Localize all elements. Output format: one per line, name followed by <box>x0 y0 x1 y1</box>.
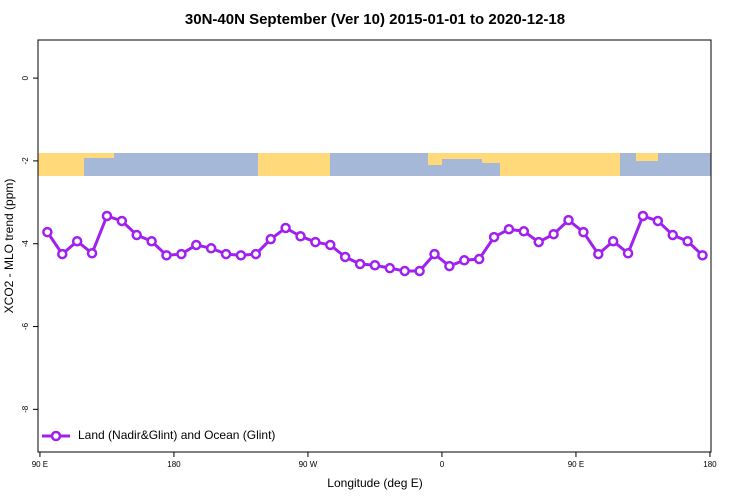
point <box>682 235 693 247</box>
land <box>636 153 658 161</box>
point <box>235 250 247 261</box>
point <box>473 253 485 265</box>
chart-title: 30N-40N September (Ver 10) 2015-01-01 to… <box>185 11 565 28</box>
x-tick-label: 90 W <box>299 460 318 469</box>
point <box>86 247 98 259</box>
point <box>369 260 381 271</box>
point <box>399 265 410 277</box>
point <box>593 248 604 260</box>
point <box>548 228 559 240</box>
point <box>295 231 306 242</box>
point <box>280 222 291 234</box>
point <box>414 265 425 277</box>
point <box>265 233 276 245</box>
land <box>442 153 482 159</box>
point <box>563 214 574 226</box>
point <box>622 247 634 259</box>
x-tick-label: 90 E <box>32 460 48 469</box>
x-axis-label: Longitude (deg E) <box>327 476 422 490</box>
legend-label: Land (Nadir&Glint) and Ocean (Glint) <box>78 428 275 442</box>
point <box>518 226 530 237</box>
point <box>220 248 232 260</box>
point <box>116 215 128 227</box>
land <box>428 153 442 165</box>
point <box>205 243 217 254</box>
point <box>533 236 544 248</box>
y-tick-label: -8 <box>21 405 30 413</box>
y-tick-label: -2 <box>21 157 30 165</box>
land <box>38 153 84 176</box>
point <box>578 226 589 238</box>
land <box>482 153 500 163</box>
point <box>161 250 172 261</box>
point <box>57 248 68 260</box>
land <box>258 153 330 176</box>
point <box>697 250 708 261</box>
point <box>325 239 336 251</box>
point <box>444 260 455 272</box>
point <box>503 223 515 235</box>
point <box>176 248 187 260</box>
x-tick-label: 180 <box>167 460 181 469</box>
x-tick-label: 0 <box>440 460 445 469</box>
point <box>131 229 142 241</box>
point <box>637 210 649 222</box>
y-tick-label: 0 <box>21 75 30 80</box>
point <box>384 262 396 274</box>
y-tick-label: -4 <box>21 240 30 248</box>
point <box>652 215 664 227</box>
point <box>459 255 470 266</box>
point <box>354 258 366 270</box>
point <box>42 226 53 238</box>
point <box>607 235 619 247</box>
x-tick-label: 90 E <box>568 460 584 469</box>
point <box>488 231 500 243</box>
point <box>339 251 351 263</box>
point <box>191 239 202 251</box>
land <box>84 153 114 158</box>
point <box>146 235 157 247</box>
y-tick-label: -6 <box>21 322 30 330</box>
point <box>429 248 440 260</box>
land <box>500 153 620 176</box>
x-tick-label: 180 <box>703 460 717 469</box>
point <box>250 248 262 260</box>
legend-marker <box>50 430 62 442</box>
point <box>310 236 321 248</box>
point <box>101 210 113 222</box>
point <box>71 235 83 247</box>
map-strip <box>38 153 711 176</box>
y-axis-label: XCO2 - MLO trend (ppm) <box>2 179 16 314</box>
plot-frame <box>37 39 712 453</box>
point <box>667 229 678 241</box>
